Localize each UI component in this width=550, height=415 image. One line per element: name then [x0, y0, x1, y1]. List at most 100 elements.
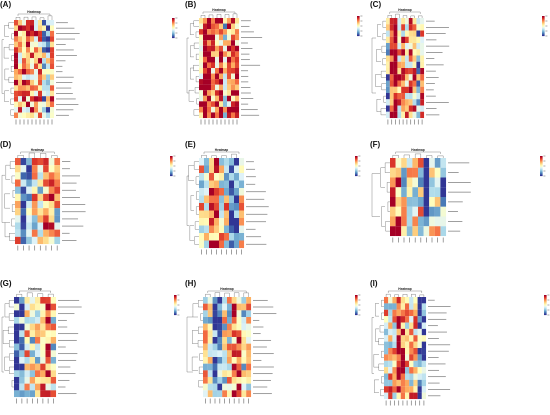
heatmap-cell [14, 370, 20, 378]
heatmap-cell [231, 317, 237, 324]
heatmap-cell [401, 197, 407, 207]
heatmap-cell [14, 377, 20, 384]
heatmap-cell [222, 363, 228, 371]
heatmap-cell [50, 90, 55, 97]
heatmap-cell [50, 47, 55, 53]
heatmap-cell [219, 210, 225, 219]
heatmap-cell [416, 49, 421, 56]
color-key-step [542, 31, 545, 33]
heatmap-cell [46, 101, 51, 108]
heatmap-cell [412, 99, 417, 106]
heatmap-cell [50, 58, 55, 64]
heatmap-cell [393, 86, 398, 94]
heatmap-cell [235, 34, 240, 41]
heatmap-cell [19, 350, 25, 358]
heatmap-cell [54, 215, 61, 223]
heatmap-cell [46, 69, 51, 75]
heatmap-cell [429, 177, 435, 188]
heatmap-cell [45, 297, 51, 304]
heatmap-cell [212, 370, 218, 378]
heatmap-cell [22, 25, 27, 31]
heatmap-cell [223, 45, 228, 52]
heatmap-cell [397, 99, 402, 106]
heatmap-cell [241, 363, 247, 371]
heatmap-cell [20, 165, 27, 173]
heatmap-cell [217, 317, 223, 324]
color-key-step [544, 307, 547, 309]
row-label [253, 333, 261, 335]
heatmap-cell [386, 105, 390, 112]
heatmap-cell [384, 392, 389, 400]
row-labels [246, 161, 269, 245]
heatmap-cell [231, 112, 236, 119]
heatmap-cell [386, 30, 390, 37]
heatmap-cell [207, 357, 213, 364]
heatmap-cell [389, 86, 394, 94]
heatmap-cell [20, 236, 27, 245]
heatmap-cell [239, 203, 245, 211]
heatmap-cell [217, 330, 223, 338]
heatmap-cell [18, 112, 23, 119]
heatmap-cell [219, 195, 225, 204]
heatmap-cell [45, 317, 51, 324]
heatmap-cell [393, 43, 398, 50]
heatmap-cell [30, 41, 35, 48]
column-label [26, 398, 28, 404]
heatmap-cell [388, 373, 393, 380]
color-key-step [355, 311, 358, 313]
heatmap-cell [405, 49, 409, 56]
heatmap-cell [19, 330, 25, 338]
column-label [398, 119, 400, 125]
heatmap-cell [209, 233, 215, 241]
heatmap-cell [18, 25, 23, 31]
heatmap-cell [211, 51, 216, 57]
color-key-step [544, 311, 547, 313]
heatmap-cell [222, 357, 228, 364]
heatmap-cell [54, 193, 61, 202]
heatmap-cell [22, 63, 27, 70]
heatmap-cell [18, 30, 23, 37]
row-label [428, 395, 441, 397]
heatmap-cell [423, 187, 430, 198]
column-label [209, 398, 211, 404]
heatmap-cell [400, 392, 406, 400]
heatmap-cell [43, 229, 49, 237]
heatmap-cell [241, 323, 247, 331]
row-label [56, 60, 66, 62]
heatmap-cell [207, 323, 213, 331]
color-key-tick [177, 309, 180, 311]
heatmap-cell [406, 216, 413, 227]
heatmap-cell [423, 206, 430, 217]
row-label [62, 168, 70, 170]
heatmap-cell [386, 18, 390, 25]
color-key-step [544, 306, 547, 308]
heatmap-cell [401, 99, 406, 106]
heatmap-cell [408, 43, 413, 50]
row-dendrogram [1, 22, 14, 116]
heatmap-cell [223, 101, 228, 107]
heatmap-cell [38, 58, 43, 64]
column-dendrogram [205, 290, 249, 297]
row-label [448, 191, 471, 193]
heatmap-cell [204, 173, 210, 181]
heatmap-cell [227, 330, 232, 338]
heatmap-cell [392, 360, 397, 368]
row-label [428, 318, 447, 320]
heatmap-cell [231, 363, 237, 371]
heatmap-cell [392, 328, 397, 336]
heatmap-cell [34, 58, 39, 64]
heatmap-cell [207, 363, 213, 371]
heatmap-cell [29, 337, 36, 344]
color-key-step [542, 22, 545, 24]
color-key-step [542, 17, 545, 19]
heatmap-cell [38, 25, 43, 31]
heatmap-cell [35, 377, 41, 384]
column-labels [201, 249, 242, 255]
heatmap-cell [207, 377, 213, 384]
heatmap-cell [408, 36, 413, 44]
heatmap-cell [227, 34, 232, 41]
heatmap-cell [219, 51, 224, 57]
column-label [47, 398, 49, 404]
heatmap-cell [397, 80, 402, 87]
row-label [246, 236, 262, 238]
